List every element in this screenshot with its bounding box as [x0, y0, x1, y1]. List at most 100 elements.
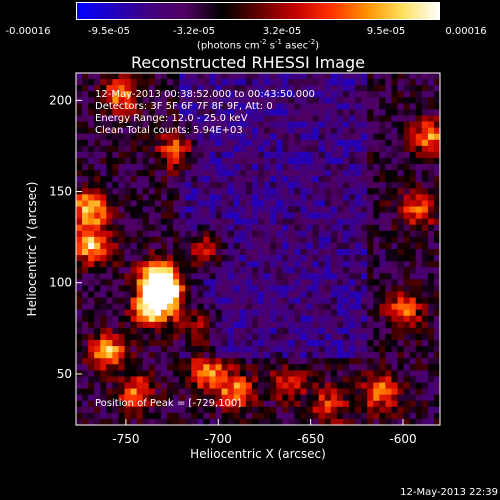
- heatmap-cell: [118, 127, 126, 135]
- heatmap-cell: [367, 400, 374, 408]
- heatmap-cell: [251, 267, 259, 274]
- heatmap-cell: [306, 170, 314, 177]
- chart-title: Reconstructed RHESSI Image: [131, 53, 365, 72]
- heatmap-cell: [100, 388, 107, 396]
- heatmap-cell: [112, 194, 120, 202]
- heatmap-cell: [118, 91, 126, 98]
- heatmap-cell: [173, 115, 180, 123]
- heatmap-cell: [415, 394, 423, 402]
- heatmap-cell: [373, 376, 380, 384]
- heatmap-cell: [427, 164, 435, 171]
- heatmap-cell: [82, 212, 89, 220]
- heatmap-cell: [227, 145, 235, 153]
- heatmap-cell: [233, 97, 241, 104]
- heatmap-cell: [76, 333, 83, 341]
- heatmap-cell: [154, 194, 162, 202]
- heatmap-cell: [355, 333, 362, 341]
- heatmap-cell: [160, 267, 168, 274]
- heatmap-cell: [233, 133, 241, 141]
- heatmap-cell: [421, 249, 429, 256]
- heatmap-cell: [342, 346, 350, 353]
- heatmap-cell: [306, 321, 314, 329]
- heatmap-cells: [76, 73, 441, 426]
- heatmap-cell: [415, 176, 423, 183]
- heatmap-cell: [367, 418, 374, 426]
- heatmap-cell: [433, 315, 441, 323]
- heatmap-cell: [160, 133, 168, 141]
- heatmap-cell: [330, 176, 338, 183]
- heatmap-cell: [94, 242, 101, 250]
- heatmap-cell: [361, 157, 368, 165]
- heatmap-cell: [282, 309, 289, 317]
- heatmap-cell: [355, 115, 362, 123]
- heatmap-cell: [306, 91, 314, 98]
- heatmap-cell: [100, 303, 107, 311]
- heatmap-cell: [276, 333, 283, 341]
- heatmap-cell: [427, 200, 435, 208]
- heatmap-cell: [148, 406, 156, 414]
- heatmap-cell: [173, 376, 180, 384]
- heatmap-cell: [197, 85, 204, 92]
- heatmap-cell: [258, 194, 265, 202]
- heatmap-cell: [258, 315, 265, 323]
- heatmap-cell: [136, 97, 144, 104]
- heatmap-cell: [373, 97, 380, 104]
- heatmap-cell: [264, 400, 271, 408]
- heatmap-cell: [215, 394, 223, 402]
- heatmap-cell: [197, 358, 204, 365]
- heatmap-cell: [130, 255, 138, 262]
- heatmap-cell: [179, 194, 186, 202]
- heatmap-cell: [160, 376, 168, 384]
- heatmap-cell: [264, 315, 271, 323]
- heatmap-cell: [409, 182, 417, 189]
- heatmap-cell: [124, 230, 132, 238]
- heatmap-cell: [76, 133, 83, 141]
- heatmap-cell: [373, 133, 380, 141]
- heatmap-cell: [433, 267, 441, 274]
- heatmap-cell: [294, 364, 302, 371]
- heatmap-cell: [227, 97, 235, 104]
- heatmap-cell: [336, 206, 344, 214]
- heatmap-cell: [409, 376, 417, 384]
- heatmap-cell: [215, 139, 223, 147]
- heatmap-cell: [148, 115, 156, 123]
- heatmap-cell: [106, 352, 113, 359]
- heatmap-cell: [294, 340, 302, 347]
- heatmap-cell: [318, 200, 326, 208]
- heatmap-cell: [288, 309, 295, 317]
- heatmap-cell: [118, 73, 126, 80]
- heatmap-cell: [397, 109, 405, 117]
- heatmap-cell: [367, 352, 374, 359]
- heatmap-cell: [167, 115, 174, 123]
- heatmap-cell: [433, 109, 441, 117]
- heatmap-cell: [361, 370, 368, 378]
- heatmap-cell: [276, 388, 283, 396]
- heatmap-cell: [118, 170, 126, 177]
- heatmap-cell: [415, 346, 423, 353]
- heatmap-cell: [306, 279, 314, 287]
- heatmap-cell: [415, 340, 423, 347]
- heatmap-cell: [258, 224, 265, 232]
- heatmap-cell: [191, 273, 198, 280]
- heatmap-cell: [397, 370, 405, 378]
- heatmap-cell: [154, 346, 162, 353]
- heatmap-cell: [282, 376, 289, 384]
- heatmap-cell: [106, 273, 113, 280]
- heatmap-cell: [233, 388, 241, 396]
- heatmap-cell: [385, 249, 393, 256]
- heatmap-cell: [94, 321, 101, 329]
- heatmap-cell: [421, 91, 429, 98]
- heatmap-cell: [433, 127, 441, 135]
- heatmap-cell: [154, 364, 162, 371]
- heatmap-cell: [179, 85, 186, 92]
- heatmap-cell: [245, 139, 253, 147]
- heatmap-cell: [282, 364, 289, 371]
- heatmap-cell: [258, 273, 265, 280]
- heatmap-cell: [100, 79, 107, 86]
- heatmap-cell: [294, 103, 302, 111]
- heatmap-cell: [142, 382, 150, 390]
- heatmap-cell: [130, 109, 138, 117]
- heatmap-cell: [251, 340, 259, 347]
- heatmap-cell: [112, 224, 120, 232]
- heatmap-cell: [160, 249, 168, 256]
